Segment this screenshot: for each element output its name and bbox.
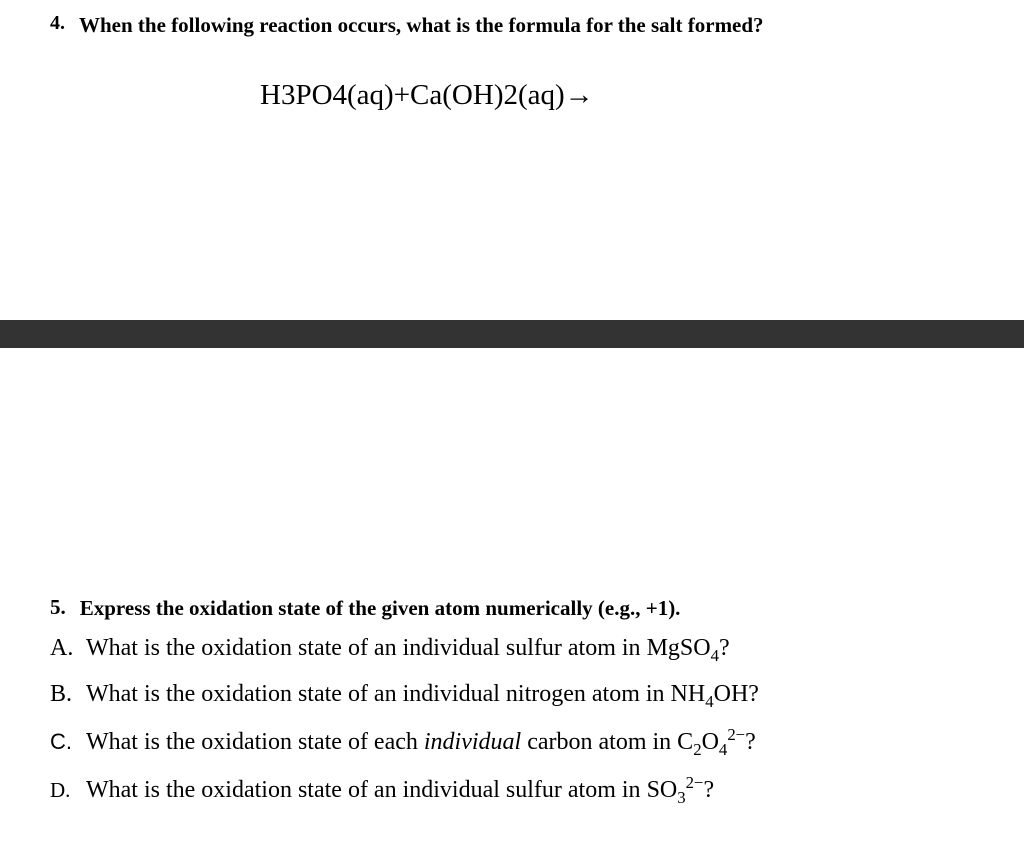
question-4-text: When the following reaction occurs, what… [79,12,764,39]
part-b-label: B. [50,681,78,708]
part-b-prefix: What is the oxidation state of an indivi… [86,681,671,707]
part-c-formula: C2O42− [677,729,745,755]
part-b-text: What is the oxidation state of an indivi… [86,678,759,713]
question-5-part-a: A. What is the oxidation state of an ind… [50,632,974,667]
part-d-label: D. [50,778,78,803]
question-4-block: 4. When the following reaction occurs, w… [0,0,1024,112]
question-4-header: 4. When the following reaction occurs, w… [50,12,974,39]
question-5-part-d: D. What is the oxidation state of an ind… [50,771,974,809]
part-a-label: A. [50,635,78,662]
part-c-prefix: What is the oxidation state of each [86,729,424,755]
question-5-parts: A. What is the oxidation state of an ind… [50,632,974,809]
part-c-suffix: ? [745,729,756,755]
question-5-header: 5. Express the oxidation state of the gi… [50,595,974,622]
part-d-suffix: ? [704,777,715,803]
part-b-suffix: ? [748,681,759,707]
part-a-formula: MgSO4 [647,635,719,661]
question-5-text: Express the oxidation state of the given… [80,595,681,622]
part-d-text: What is the oxidation state of an indivi… [86,771,714,809]
part-a-text: What is the oxidation state of an indivi… [86,632,730,667]
part-c-mid: carbon atom in [521,729,677,755]
section-divider [0,320,1024,348]
part-c-label: C. [50,729,78,755]
question-5-block: 5. Express the oxidation state of the gi… [0,595,1024,820]
part-c-text: What is the oxidation state of each indi… [86,723,756,761]
question-4-number: 4. [50,12,65,35]
question-4-equation: H3PO4(aq)+Ca(OH)2(aq)→ [50,79,974,112]
question-5-part-c: C. What is the oxidation state of each i… [50,723,974,761]
question-5-part-b: B. What is the oxidation state of an ind… [50,678,974,713]
question-5-number: 5. [50,595,66,620]
part-a-suffix: ? [719,635,730,661]
part-d-prefix: What is the oxidation state of an indivi… [86,777,647,803]
part-a-prefix: What is the oxidation state of an indivi… [86,635,647,661]
part-b-formula: NH4OH [671,681,749,707]
part-c-italic: individual [424,729,521,755]
part-d-formula: SO32− [647,777,704,803]
